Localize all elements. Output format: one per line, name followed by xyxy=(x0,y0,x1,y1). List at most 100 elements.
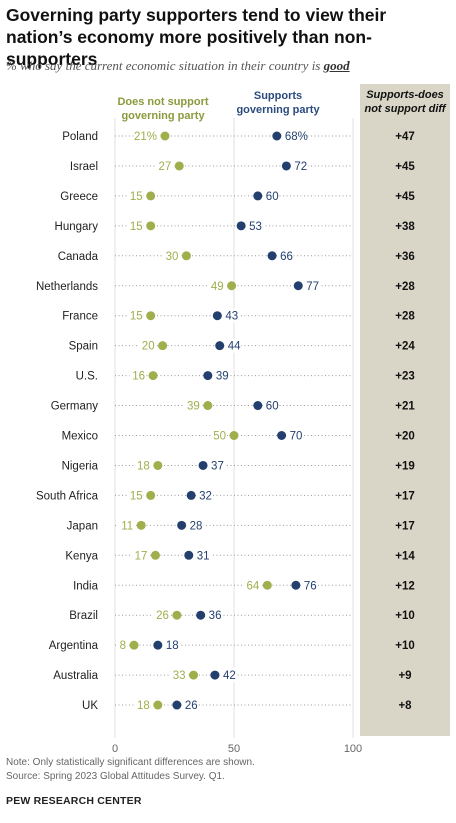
label-bg xyxy=(116,638,128,653)
label-bg xyxy=(212,368,230,383)
dot-support xyxy=(196,610,206,620)
value-label-not-support: 33 xyxy=(173,670,186,682)
diff-label: +23 xyxy=(395,371,415,383)
dot-not-support xyxy=(146,490,156,500)
dot-not-support xyxy=(146,311,156,321)
dot-support xyxy=(267,251,277,261)
dot-support xyxy=(153,640,163,650)
country-label: UK xyxy=(82,700,98,712)
label-bg xyxy=(129,368,147,383)
value-label-not-support: 16 xyxy=(132,371,145,383)
source-note: Source: Spring 2023 Global Attitudes Sur… xyxy=(6,771,225,782)
country-label: France xyxy=(62,311,98,323)
dot-not-support xyxy=(181,251,191,261)
label-bg xyxy=(153,608,170,623)
dot-support xyxy=(212,311,222,321)
footnote: Note: Only statistically significant dif… xyxy=(6,757,255,768)
country-label: Argentina xyxy=(49,640,99,652)
diff-label: +28 xyxy=(395,311,415,323)
dot-support xyxy=(177,520,187,530)
label-bg xyxy=(127,188,144,203)
value-label-not-support: 15 xyxy=(130,191,143,203)
diff-label: +14 xyxy=(395,550,415,562)
dot-support xyxy=(291,580,301,590)
value-label-support: 37 xyxy=(211,460,224,472)
dot-not-support xyxy=(262,580,272,590)
label-bg xyxy=(303,278,320,293)
label-bg xyxy=(224,338,242,353)
diff-label: +19 xyxy=(395,460,415,472)
value-label-support: 26 xyxy=(185,700,198,712)
label-bg xyxy=(246,218,263,233)
label-bg xyxy=(181,698,199,713)
label-bg xyxy=(243,578,261,593)
label-bg xyxy=(127,488,144,503)
diff-label: +17 xyxy=(395,490,415,502)
value-label-support: 36 xyxy=(209,610,222,622)
dot-support xyxy=(253,401,263,411)
dot-support xyxy=(210,670,220,680)
value-label-support: 60 xyxy=(266,191,279,203)
label-bg xyxy=(134,458,151,473)
value-label-not-support: 30 xyxy=(166,251,179,263)
dot-not-support xyxy=(153,700,163,710)
value-label-not-support: 11 xyxy=(121,520,133,532)
diff-label: +8 xyxy=(398,700,412,712)
diff-column-header: Supports-does not support diff xyxy=(364,89,446,115)
country-label: Canada xyxy=(58,251,99,263)
subtitle-emphasis: good xyxy=(323,58,350,73)
value-label-support: 76 xyxy=(304,580,317,592)
dot-support xyxy=(198,460,208,470)
dot-support xyxy=(215,341,225,351)
value-label-support: 66 xyxy=(280,251,293,263)
dot-support xyxy=(253,191,263,201)
country-label: Spain xyxy=(69,341,98,353)
dot-support xyxy=(172,700,182,710)
value-label-support: 42 xyxy=(223,670,236,682)
dot-not-support xyxy=(174,161,184,171)
label-bg xyxy=(262,398,280,413)
diff-label: +47 xyxy=(395,131,415,143)
value-label-not-support: 21% xyxy=(134,131,157,143)
value-label-support: 70 xyxy=(290,431,303,443)
label-bg xyxy=(162,638,180,653)
country-label: Kenya xyxy=(65,550,98,562)
country-label: Germany xyxy=(51,401,99,413)
label-bg xyxy=(222,308,239,323)
country-label: Poland xyxy=(62,131,98,143)
label-bg xyxy=(184,398,201,413)
value-label-not-support: 18 xyxy=(137,460,150,472)
value-label-support: 31 xyxy=(197,550,210,562)
label-bg xyxy=(155,158,173,173)
dot-support xyxy=(272,131,282,141)
legend-support: Supports governing party xyxy=(236,90,320,116)
dot-not-support xyxy=(148,371,158,381)
dot-not-support xyxy=(229,431,239,440)
label-bg xyxy=(193,548,211,563)
value-label-not-support: 64 xyxy=(247,580,260,592)
label-bg xyxy=(219,668,237,683)
value-label-support: 44 xyxy=(228,341,241,353)
dot-support xyxy=(281,161,291,171)
chart-title: Governing party supporters tend to view … xyxy=(6,5,387,69)
label-bg xyxy=(277,248,294,263)
label-bg xyxy=(281,129,305,143)
diff-label: +38 xyxy=(395,221,415,233)
x-tick-label: 0 xyxy=(112,743,118,755)
value-label-not-support: 15 xyxy=(130,311,143,323)
subtitle-text: % who say the current economic situation… xyxy=(6,58,324,73)
dot-not-support xyxy=(203,401,213,411)
x-tick-label: 100 xyxy=(344,743,362,755)
value-label-support: 60 xyxy=(266,401,279,413)
country-label: Brazil xyxy=(69,610,98,622)
label-bg xyxy=(196,488,213,503)
legend-not-support: Does not support governing party xyxy=(117,96,209,122)
label-bg xyxy=(135,129,158,143)
diff-label: +36 xyxy=(395,251,415,263)
label-bg xyxy=(262,188,280,203)
label-bg xyxy=(286,428,304,443)
label-bg xyxy=(210,428,227,443)
dot-not-support xyxy=(153,460,163,470)
label-bg xyxy=(117,518,135,533)
